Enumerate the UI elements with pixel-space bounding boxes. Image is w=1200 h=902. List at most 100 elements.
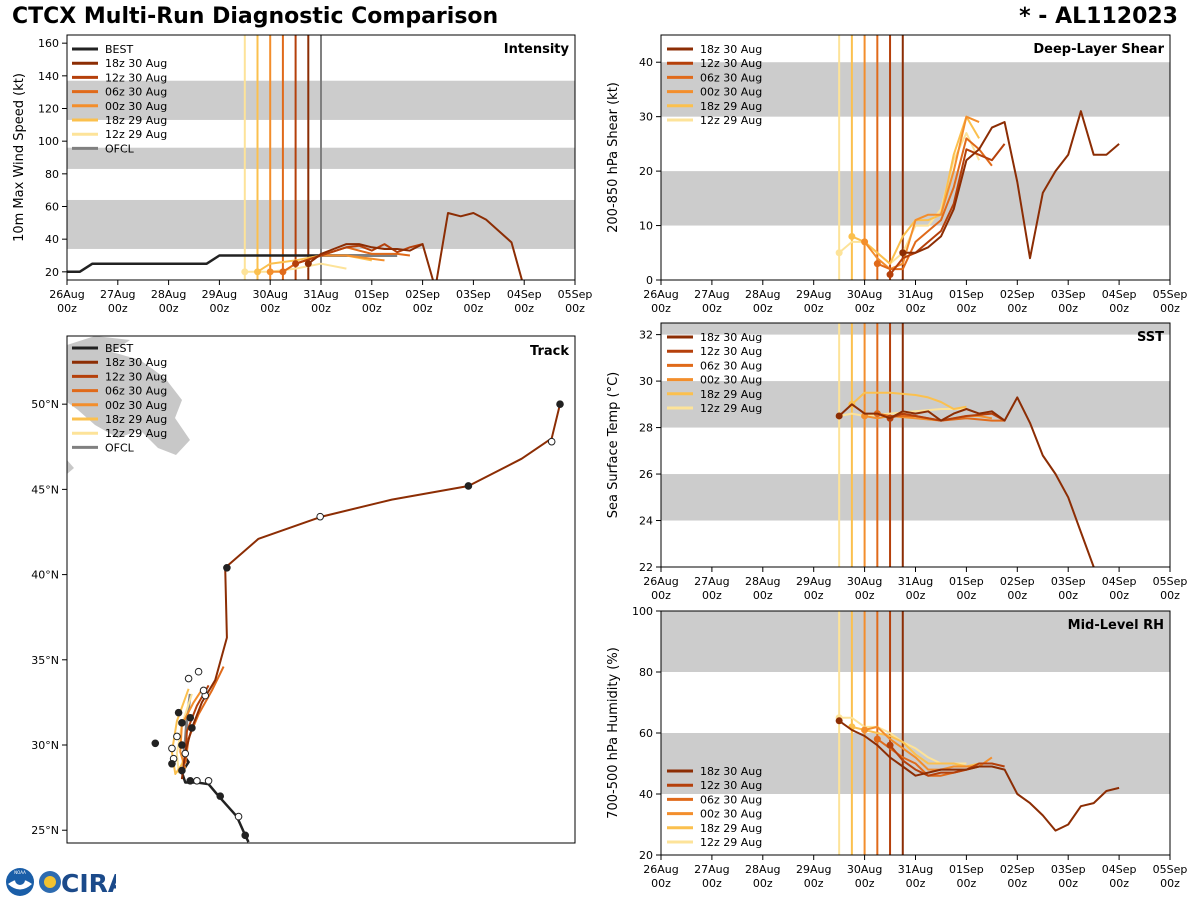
legend-label: 06z 30 Aug [105,86,167,99]
land-shape [67,336,190,455]
x-tick-label: 02Sep [405,288,440,301]
shaded-band [661,323,1170,335]
x-tick-label: 30Aug [847,863,882,876]
y-axis-label: 700-500 hPa Humidity (%) [606,647,621,819]
legend-label: 18z 29 Aug [105,413,167,426]
y-tick-label: 30 [639,375,653,388]
x-tick-label: 00z [1058,302,1078,315]
x-tick-label: 04Sep [1102,288,1137,301]
series-start-marker [848,232,856,240]
x-tick-label: 04Sep [1102,575,1137,588]
legend-label: 18z 30 Aug [700,765,762,778]
legend-label: 06z 30 Aug [700,359,762,372]
x-tick-label: 27Aug [694,863,729,876]
legend-label: BEST [105,342,133,355]
y-axis-label: 10m Max Wind Speed (kt) [12,73,27,242]
x-tick-label: 00z [565,302,585,315]
x-tick-label: 00z [1160,589,1180,602]
x-tick-label: 26Aug [643,288,678,301]
legend-label: 00z 30 Aug [105,100,167,113]
legend-label: 00z 30 Aug [700,374,762,387]
x-tick-label: 00z [260,302,280,315]
track-point [186,713,195,722]
y-tick-label: 40 [639,56,653,69]
legend-label: 06z 30 Aug [700,71,762,84]
track-point [547,437,556,446]
x-tick-label: 04Sep [1102,863,1137,876]
series-start-marker [292,260,300,268]
x-tick-label: 03Sep [1051,575,1086,588]
legend-label: 18z 30 Aug [105,57,167,70]
y-tick-label: 60 [639,727,653,740]
y-tick-label: 10 [639,220,653,233]
series-line [244,262,347,273]
y-tick-label: 28 [639,422,653,435]
x-tick-label: 29Aug [202,288,237,301]
storm-id: * - AL112023 [1019,4,1178,29]
track-point [178,741,186,749]
y-axis-label: 200-850 hPa Shear (kt) [606,82,621,233]
series-line [851,391,967,410]
track-point [556,400,564,408]
y-tick-label: 140 [38,70,59,83]
track-point [194,667,203,676]
intensity-plot-area [67,35,575,280]
x-tick-label: 00z [1109,877,1129,890]
track-point [199,686,208,695]
track-point [168,759,176,768]
legend-label: 12z 29 Aug [700,836,762,849]
x-tick-label: 31Aug [898,288,933,301]
track-point [184,674,193,683]
x-tick-label: 28Aug [745,288,780,301]
legend-label: 18z 29 Aug [700,822,762,835]
track-point [241,831,250,840]
series-line [838,408,967,417]
x-tick-label: 29Aug [796,863,831,876]
x-tick-label: 26Aug [643,863,678,876]
legend-label: BEST [105,43,133,56]
x-tick-label: 28Aug [745,575,780,588]
track-point [204,776,213,785]
y-tick-label: 120 [38,103,59,116]
legend-label: 06z 30 Aug [105,385,167,398]
x-tick-label: 01Sep [949,288,984,301]
sst-chart: 26Aug00z27Aug00z28Aug00z29Aug00z30Aug00z… [606,322,1187,602]
x-tick-label: 00z [855,877,875,890]
series-start-marker [861,726,869,734]
series-start-marker [266,268,274,276]
series-start-marker [835,412,843,420]
legend-label: 12z 30 Aug [700,779,762,792]
series-line [67,254,321,274]
legend-label: 00z 30 Aug [105,399,167,412]
x-tick-label: 00z [804,589,824,602]
track-point [168,744,176,753]
legend-label: 12z 30 Aug [700,57,762,70]
x-tick-label: 00z [108,302,128,315]
x-tick-label: 26Aug [643,575,678,588]
legend-label: 12z 30 Aug [105,370,167,383]
x-tick-label: 28Aug [151,288,186,301]
land-shape [67,460,74,474]
y-tick-label: 30°N [31,739,59,752]
y-tick-label: 26 [639,468,653,481]
series-start-marker [279,268,287,276]
y-tick-label: 25°N [31,824,59,837]
x-tick-label: 00z [753,877,773,890]
x-tick-label: 00z [1058,877,1078,890]
x-tick-label: 00z [651,589,671,602]
x-tick-label: 27Aug [694,288,729,301]
y-tick-label: 40 [639,788,653,801]
figure-title: CTCX Multi-Run Diagnostic Comparison [12,4,499,29]
x-tick-label: 00z [1109,589,1129,602]
panel-title: Intensity [504,42,570,57]
y-tick-label: 20 [639,165,653,178]
x-tick-label: 30Aug [252,288,287,301]
x-tick-label: 00z [804,877,824,890]
series-start-marker [835,717,843,725]
x-tick-label: 31Aug [898,575,933,588]
x-tick-label: 00z [906,302,926,315]
shaded-band [661,62,1170,117]
rh-chart: 26Aug00z27Aug00z28Aug00z29Aug00z30Aug00z… [606,605,1187,890]
x-tick-label: 02Sep [1000,863,1035,876]
y-tick-label: 50°N [31,398,59,411]
